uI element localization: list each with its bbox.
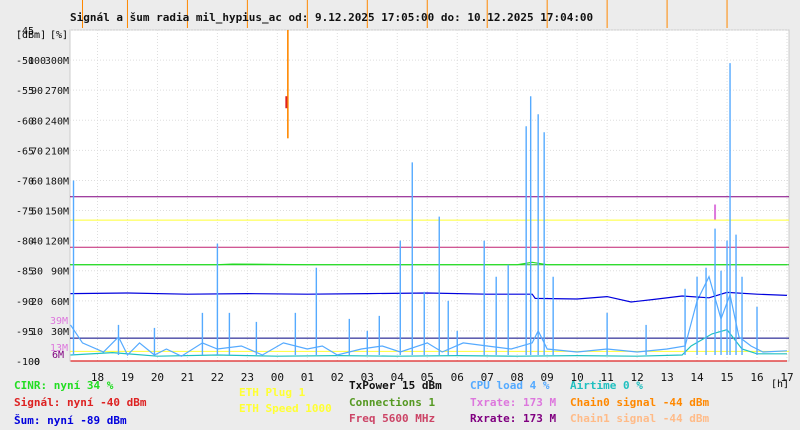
legend-noise: Šum: nyní -89 dBm: [14, 414, 127, 427]
y-tick-rate: 180M: [45, 176, 69, 187]
x-tick-label: 11: [600, 371, 613, 384]
side-label-bottom: 6M: [52, 350, 65, 361]
ylabel-pct: [%]: [50, 30, 69, 41]
y-tick-dbm: -60: [16, 116, 34, 127]
y-tick-pct: 50: [31, 207, 43, 218]
legend-cpu: CPU load 4 %: [470, 379, 550, 392]
x-tick-label: 08: [511, 371, 524, 384]
legend-txpower: TxPower 15 dBm: [349, 379, 442, 392]
y-tick-dbm: -65: [16, 146, 34, 157]
y-tick-pct: 90: [31, 86, 43, 97]
series-line: [70, 291, 788, 303]
series-group: [70, 0, 788, 362]
series-line: [70, 275, 788, 357]
x-tick-label: 04: [391, 371, 405, 384]
y-tick-dbm: -80: [16, 237, 34, 248]
x-tick-label: 13: [660, 371, 673, 384]
y-tick-rate: 300M: [45, 56, 69, 67]
x-axis-ticks: 18 19 20 21 22 23 00 01 02 03 04 05 06 07 08 09 10 11 12 13…: [91, 371, 794, 384]
y-tick-pct: 10: [31, 327, 43, 338]
x-tick-label: 01: [301, 371, 314, 384]
x-tick-label: 22: [211, 371, 224, 384]
y-tick-dbm: -100: [16, 357, 40, 368]
y-tick-rate: 120M: [45, 237, 69, 248]
y-tick-rate: 240M: [45, 116, 69, 127]
y-tick-rate: 210M: [45, 146, 69, 157]
x-tick-label: 19: [121, 371, 134, 384]
x-tick-label: 12: [630, 371, 643, 384]
legend-eth-plug: ETH Plug 1: [239, 386, 306, 399]
x-tick-label: 10: [571, 371, 584, 384]
grid: [69, 29, 790, 362]
y-tick-dbm: -75: [16, 207, 34, 218]
y-tick-dbm: -90: [16, 297, 34, 308]
x-tick-label: 00: [271, 371, 284, 384]
chart-title: Signál a šum radia mil_hypius_ac od: 9.1…: [70, 11, 594, 24]
y-tick-rate: 90M: [51, 267, 69, 278]
legend-cinr: CINR: nyní 34 %: [14, 379, 114, 392]
legend-chain1: Chain1 signal -44 dBm: [570, 412, 710, 425]
y-tick-pct: 40: [31, 237, 43, 248]
side-label-mid: 13M: [50, 343, 69, 354]
y-tick-dbm: -95: [16, 327, 34, 338]
legend-rxrate: Rxrate: 173 M: [470, 412, 557, 425]
legend-chain0: Chain0 signal -44 dBm: [570, 396, 710, 409]
series-line: [70, 261, 787, 266]
legend-eth-speed: ETH Speed 1000: [239, 402, 332, 415]
legend-txrate: Txrate: 173 M: [470, 396, 557, 409]
xlabel: [h]: [771, 379, 790, 390]
x-tick-label: 21: [181, 371, 194, 384]
x-tick-label: 18: [91, 371, 104, 384]
y-tick-dbm: -70: [16, 176, 34, 187]
x-tick-label: 09: [541, 371, 554, 384]
y-tick-pct: 0: [34, 357, 40, 368]
y-tick-dbm: -55: [16, 86, 34, 97]
y-tick-pct: 70: [31, 146, 43, 157]
y-tick-rate: 270M: [45, 86, 69, 97]
x-tick-label: 23: [241, 371, 254, 384]
y-tick-pct: 100: [28, 56, 46, 67]
y-tick-dbm: -85: [16, 267, 34, 278]
legend-signal: Signál: nyní -40 dBm: [14, 396, 147, 409]
x-tick-label: 03: [361, 371, 374, 384]
y-tick-pct: 80: [31, 116, 43, 127]
x-tick-label: 15: [720, 371, 733, 384]
x-tick-label: 16: [750, 371, 763, 384]
y-tick-dbm: -45: [16, 26, 34, 37]
x-tick-label: 20: [151, 371, 164, 384]
ylabel-dbm: [dBm]: [16, 30, 47, 41]
y-tick-pct: 30: [31, 267, 43, 278]
x-tick-label: 06: [451, 371, 464, 384]
x-tick-label: 17: [780, 371, 793, 384]
y-tick-pct: 20: [31, 297, 43, 308]
x-tick-label: 02: [331, 371, 344, 384]
x-tick-label: 05: [421, 371, 434, 384]
side-label-top: 39M: [50, 316, 69, 327]
x-tick-label: 14: [690, 371, 704, 384]
y-tick-rate: 30M: [51, 327, 69, 338]
x-tick-label: 07: [481, 371, 494, 384]
legend-freq: Freq 5600 MHz: [349, 412, 436, 425]
plot-area: [69, 29, 790, 362]
y-tick-pct: 60: [31, 176, 43, 187]
y-tick-rate: 60M: [51, 297, 69, 308]
legend-connections: Connections 1: [349, 396, 436, 409]
y-tick-rate: 150M: [45, 207, 69, 218]
y-tick-dbm: -50: [16, 56, 34, 67]
legend-airtime: Airtime 0 %: [570, 379, 643, 392]
